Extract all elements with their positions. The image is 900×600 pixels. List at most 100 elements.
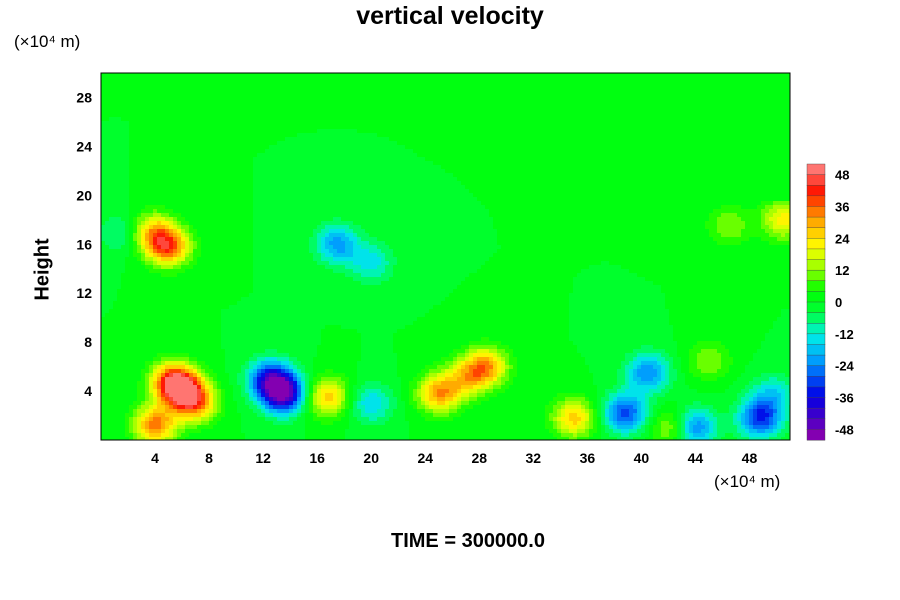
field-cell [717,177,722,182]
field-cell [117,149,122,154]
field-cell [281,81,286,86]
field-cell [157,129,162,134]
field-cell [737,149,742,154]
field-cell [337,153,342,158]
field-cell [633,157,638,162]
field-cell [217,121,222,126]
field-cell [189,85,194,90]
field-cell [657,185,662,190]
field-cell [449,85,454,90]
field-cell [253,173,258,178]
field-cell [265,157,270,162]
field-cell [645,81,650,86]
field-cell [617,141,622,146]
field-cell [641,137,646,142]
field-cell [565,125,570,130]
field-cell [337,141,342,146]
field-cell [457,165,462,170]
field-cell [641,141,646,146]
field-cell [325,153,330,158]
field-cell [645,105,650,110]
field-cell [245,181,250,186]
field-cell [653,101,658,106]
field-cell [201,93,206,98]
field-cell [597,153,602,158]
field-cell [457,141,462,146]
field-cell [133,145,138,150]
field-cell [441,149,446,154]
field-cell [477,181,482,186]
field-cell [429,169,434,174]
field-cell [377,169,382,174]
field-cell [217,165,222,170]
field-cell [761,77,766,82]
field-cell [337,85,342,90]
field-cell [405,177,410,182]
field-cell [389,89,394,94]
field-cell [681,157,686,162]
field-cell [125,157,130,162]
field-cell [513,149,518,154]
field-cell [657,73,662,78]
field-cell [509,89,514,94]
field-cell [297,89,302,94]
field-cell [757,129,762,134]
field-cell [349,141,354,146]
field-cell [481,121,486,126]
field-cell [121,173,126,178]
field-cell [365,153,370,158]
field-cell [521,133,526,138]
field-cell [649,165,654,170]
field-cell [581,141,586,146]
field-cell [553,153,558,158]
field-cell [205,141,210,146]
field-cell [545,137,550,142]
field-cell [361,141,366,146]
field-cell [113,173,118,178]
field-cell [217,113,222,118]
field-cell [673,185,678,190]
field-cell [729,105,734,110]
field-cell [677,137,682,142]
field-cell [693,177,698,182]
field-cell [749,93,754,98]
field-cell [337,173,342,178]
field-cell [269,117,274,122]
field-cell [745,93,750,98]
field-cell [537,101,542,106]
field-cell [165,125,170,130]
field-cell [201,169,206,174]
field-cell [489,81,494,86]
field-cell [545,101,550,106]
field-cell [173,133,178,138]
field-cell [273,145,278,150]
field-cell [249,89,254,94]
field-cell [113,105,118,110]
field-cell [533,97,538,102]
field-cell [705,177,710,182]
field-cell [509,141,514,146]
field-cell [337,121,342,126]
field-cell [669,85,674,90]
field-cell [681,169,686,174]
field-cell [345,133,350,138]
field-cell [269,101,274,106]
field-cell [245,89,250,94]
field-cell [601,145,606,150]
field-cell [677,73,682,78]
field-cell [469,93,474,98]
field-cell [289,133,294,138]
field-cell [309,85,314,90]
field-cell [461,169,466,174]
field-cell [141,113,146,118]
field-cell [173,173,178,178]
field-cell [429,85,434,90]
field-cell [201,89,206,94]
field-cell [197,137,202,142]
field-cell [713,149,718,154]
field-cell [285,185,290,190]
field-cell [329,129,334,134]
field-cell [421,181,426,186]
field-cell [525,93,530,98]
field-cell [549,89,554,94]
